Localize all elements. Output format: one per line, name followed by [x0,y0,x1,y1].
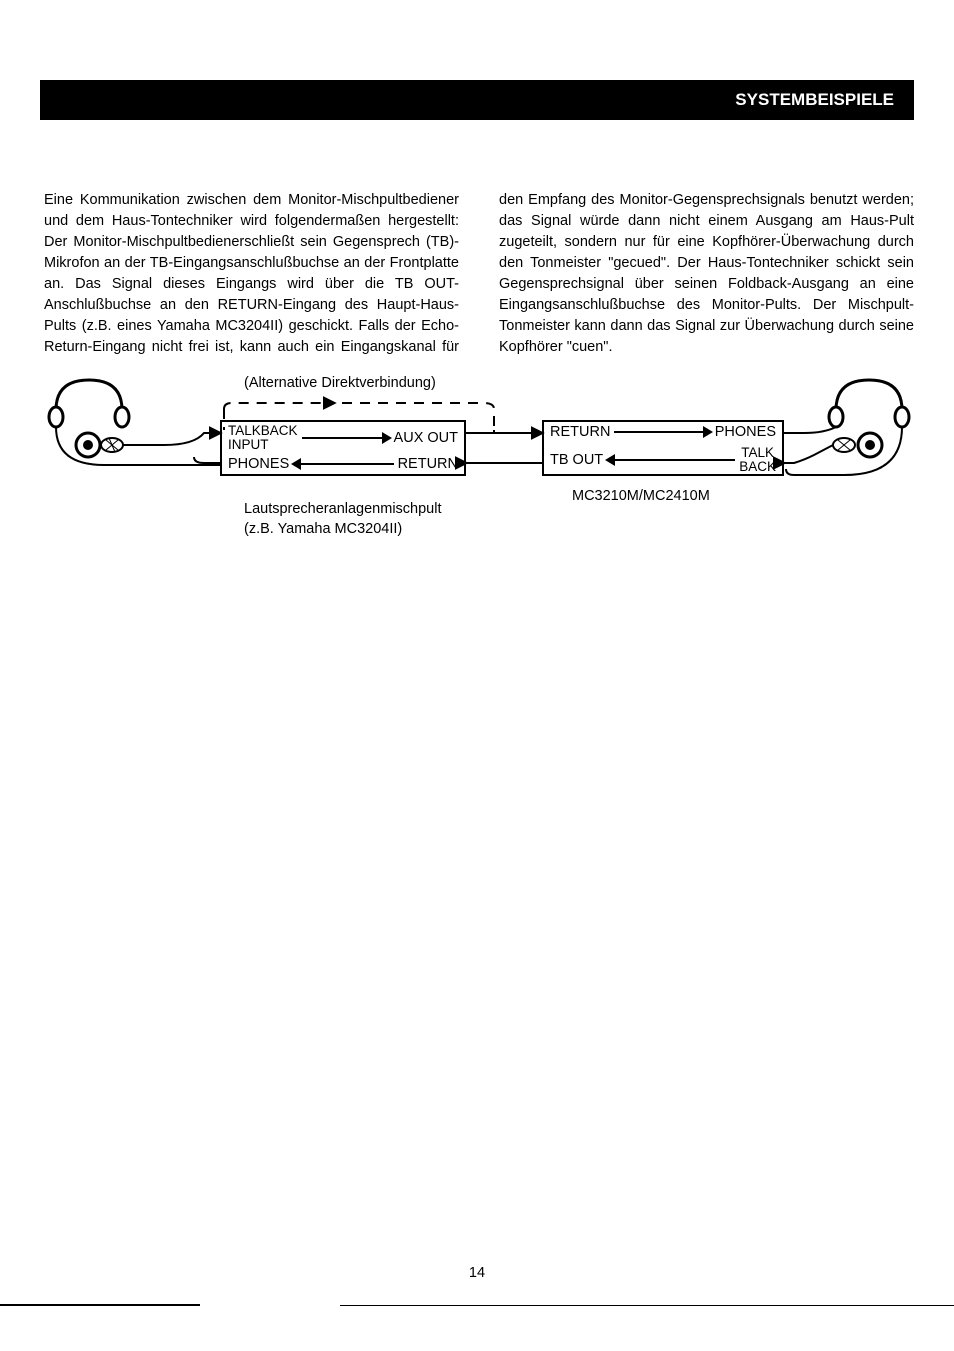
footer-rule-right [340,1305,954,1306]
left-caption-line1: Lautsprecheranlagenmischpult [244,500,442,520]
left-caption: Lautsprecheranlagenmischpult (z.B. Yamah… [244,500,442,539]
body-paragraph: Eine Kommunikation zwischen dem Monitor-… [44,190,914,358]
section-title: SYSTEMBEISPIELE [735,90,894,110]
diagram-connectors-icon [44,375,914,545]
right-caption: MC3210M/MC2410M [572,488,710,504]
section-header: SYSTEMBEISPIELE [40,80,914,120]
left-caption-line2: (z.B. Yamaha MC3204II) [244,520,442,540]
page-number: 14 [0,1265,954,1281]
footer-rule-left [0,1304,200,1306]
page: SYSTEMBEISPIELE Eine Kommunikation zwisc… [0,0,954,1351]
signal-diagram: (Alternative Direktverbindung) TALKBACK … [44,375,914,545]
